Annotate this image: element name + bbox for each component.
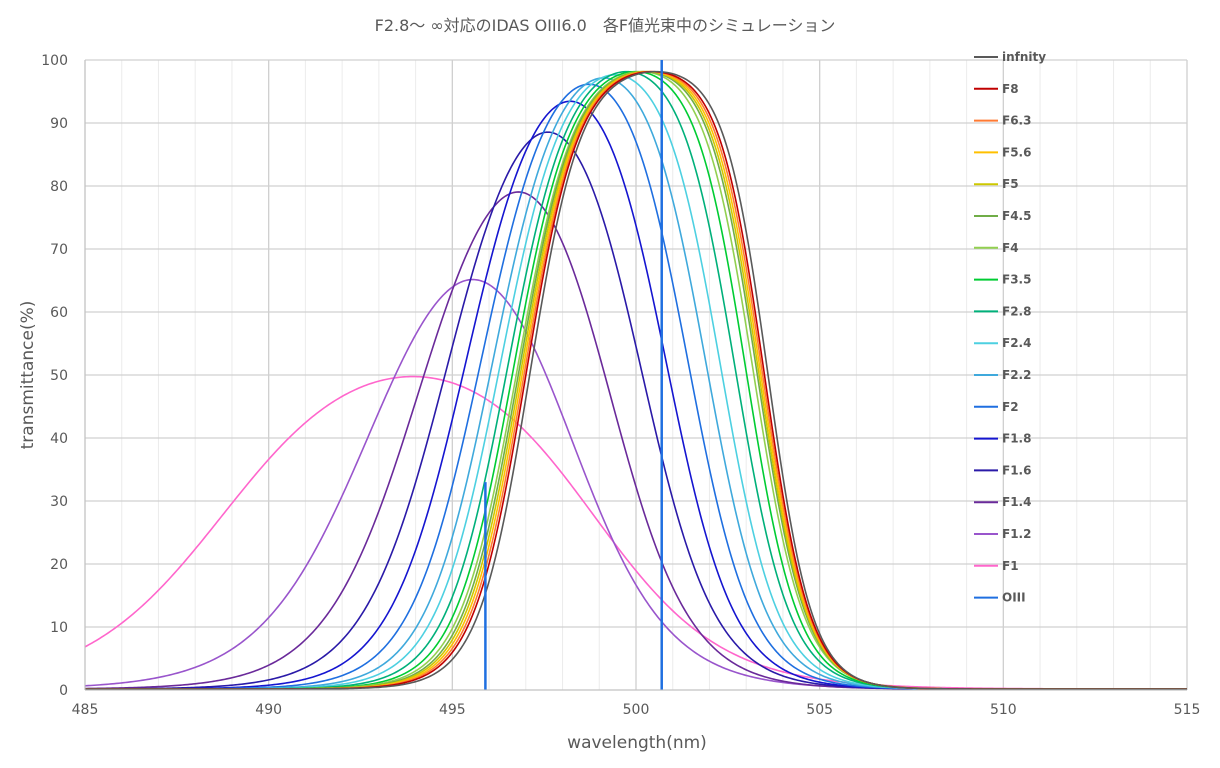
legend-label: infnity [1002,50,1046,64]
legend-label: F4 [1002,241,1019,255]
y-tick-label: 90 [50,116,68,132]
y-tick-label: 40 [50,431,68,447]
y-tick-label: 50 [50,368,68,384]
axes: 485 490 495 500 505 510 515 0 10 20 30 40 50 60 70 80 90… [41,53,1200,718]
y-tick-label: 30 [50,494,68,510]
legend-label: F2.8 [1002,304,1031,318]
y-tick-label: 60 [50,305,68,321]
legend-label: F1.6 [1002,463,1031,477]
x-axis-title: wavelength(nm) [567,733,707,753]
legend-label: F6.3 [1002,114,1031,128]
y-tick-label: 0 [59,683,68,699]
x-tick-label: 495 [439,702,466,718]
legend-label: F2 [1002,400,1019,414]
y-tick-label: 70 [50,242,68,258]
legend-label: OIII [1002,591,1026,605]
y-axis-title: transmittance(%) [18,301,38,450]
legend-label: F2.2 [1002,368,1031,382]
y-tick-label: 20 [50,557,68,573]
legend-label: F8 [1002,82,1019,96]
legend-label: F5 [1002,177,1019,191]
x-tick-label: 485 [72,702,99,718]
legend: infnity F8 F6.3 F5.6 F5 F4.5 F4 F3.5 F2.8 F2.4 F2.… [974,50,1046,605]
legend-label: F4.5 [1002,209,1031,223]
y-tick-label: 80 [50,179,68,195]
x-tick-label: 515 [1174,702,1201,718]
series-line-infnity [85,70,1187,690]
x-tick-label: 510 [990,702,1017,718]
legend-label: F2.4 [1002,336,1031,350]
legend-label: F1.8 [1002,432,1031,446]
x-tick-label: 505 [806,702,833,718]
y-tick-label: 10 [50,620,68,636]
y-tick-label: 100 [41,53,68,69]
legend-label: F3.5 [1002,273,1031,287]
legend-label: F1.2 [1002,527,1031,541]
legend-label: F5.6 [1002,145,1031,159]
series-layer [84,60,1187,690]
legend-label: F1.4 [1002,495,1031,509]
x-tick-label: 500 [623,702,650,718]
chart-title: F2.8～ ∞対応のIDAS OIII6.0 各F値光束中のシミュレーション [375,16,836,35]
x-tick-label: 490 [255,702,282,718]
legend-label: F1 [1002,559,1019,573]
